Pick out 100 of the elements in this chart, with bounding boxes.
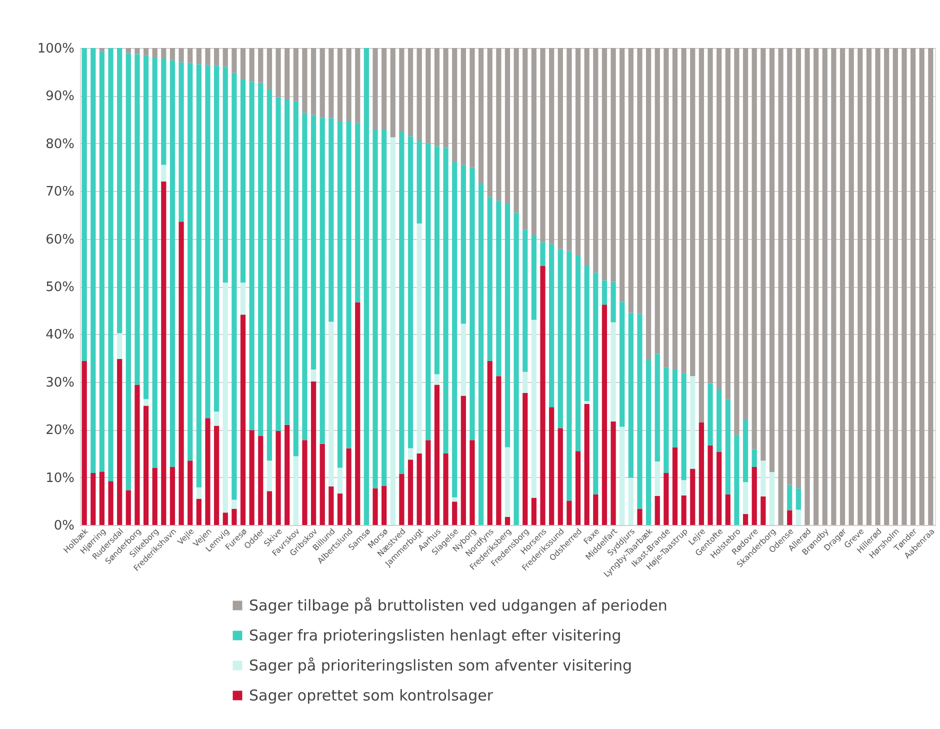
bar bbox=[504, 447, 510, 517]
bar bbox=[126, 490, 131, 525]
bar bbox=[487, 196, 492, 361]
bar bbox=[664, 368, 669, 474]
bar bbox=[478, 48, 484, 183]
bar bbox=[320, 118, 325, 444]
bar bbox=[734, 48, 740, 435]
bar bbox=[320, 48, 325, 118]
bar bbox=[884, 48, 890, 525]
bar bbox=[672, 369, 678, 448]
bar bbox=[664, 48, 669, 368]
bar bbox=[575, 255, 581, 452]
bar bbox=[496, 48, 502, 201]
bar bbox=[725, 48, 730, 400]
bar bbox=[549, 244, 554, 408]
bar bbox=[584, 404, 590, 525]
bar bbox=[214, 66, 220, 412]
bar bbox=[540, 242, 546, 266]
bar bbox=[355, 48, 360, 123]
bar bbox=[232, 48, 237, 73]
bar bbox=[522, 392, 528, 525]
bar bbox=[249, 430, 254, 525]
bar bbox=[143, 48, 149, 56]
bar bbox=[496, 376, 502, 525]
bar bbox=[452, 502, 458, 525]
bar bbox=[337, 48, 343, 121]
bar bbox=[399, 132, 404, 474]
bar bbox=[205, 48, 210, 66]
bar bbox=[82, 48, 87, 361]
bar bbox=[117, 359, 122, 525]
bar bbox=[514, 48, 519, 213]
bar bbox=[390, 48, 396, 138]
bar bbox=[514, 212, 519, 525]
bar bbox=[487, 360, 492, 525]
bar bbox=[452, 48, 458, 162]
bar bbox=[328, 48, 334, 118]
bar bbox=[258, 436, 264, 525]
bar bbox=[416, 453, 422, 525]
bar bbox=[328, 322, 334, 486]
bar bbox=[152, 48, 158, 58]
bar bbox=[919, 48, 924, 525]
bar bbox=[654, 48, 660, 354]
bar bbox=[302, 48, 308, 113]
bar bbox=[646, 48, 652, 360]
bar bbox=[796, 48, 801, 488]
bar bbox=[531, 234, 537, 320]
y-tick-label: 60% bbox=[46, 232, 74, 248]
bar bbox=[760, 460, 766, 496]
bar bbox=[170, 48, 176, 60]
bar bbox=[681, 373, 686, 480]
bar bbox=[822, 48, 828, 525]
bar bbox=[426, 143, 431, 440]
bar bbox=[276, 48, 281, 98]
bar bbox=[593, 272, 598, 494]
y-tick-label: 20% bbox=[46, 423, 74, 438]
bar bbox=[620, 48, 625, 302]
bar bbox=[382, 130, 387, 486]
bar bbox=[716, 390, 722, 452]
bar bbox=[276, 97, 281, 432]
bar bbox=[196, 498, 202, 525]
bar bbox=[266, 89, 272, 461]
bar bbox=[152, 468, 158, 525]
bar bbox=[90, 473, 96, 525]
bar bbox=[302, 112, 308, 440]
bar bbox=[654, 462, 660, 496]
bar bbox=[399, 48, 404, 132]
bar bbox=[99, 51, 105, 472]
bar bbox=[769, 472, 775, 525]
bar bbox=[708, 48, 713, 384]
bar bbox=[178, 62, 184, 222]
bar bbox=[575, 451, 581, 525]
bar bbox=[126, 48, 131, 54]
bar bbox=[232, 500, 237, 509]
bar bbox=[602, 48, 608, 280]
bar bbox=[222, 66, 228, 283]
bar bbox=[408, 136, 414, 448]
bar bbox=[593, 494, 598, 525]
bar bbox=[346, 48, 352, 121]
bar bbox=[478, 182, 484, 525]
bar bbox=[760, 496, 766, 525]
bar bbox=[434, 146, 440, 374]
bar bbox=[266, 48, 272, 90]
bar bbox=[460, 396, 466, 525]
bar bbox=[460, 48, 466, 165]
bar bbox=[708, 445, 713, 525]
bar bbox=[355, 122, 360, 302]
bar bbox=[716, 48, 722, 390]
bar bbox=[222, 48, 228, 67]
bar bbox=[610, 421, 616, 525]
bar bbox=[698, 48, 704, 422]
bar bbox=[390, 137, 396, 525]
bar bbox=[752, 449, 757, 467]
bar bbox=[549, 48, 554, 244]
bar bbox=[752, 48, 757, 450]
bar bbox=[196, 487, 202, 499]
bar bbox=[161, 164, 166, 182]
bar bbox=[804, 48, 810, 525]
bar bbox=[708, 383, 713, 446]
bar bbox=[610, 282, 616, 322]
bar bbox=[593, 48, 598, 273]
